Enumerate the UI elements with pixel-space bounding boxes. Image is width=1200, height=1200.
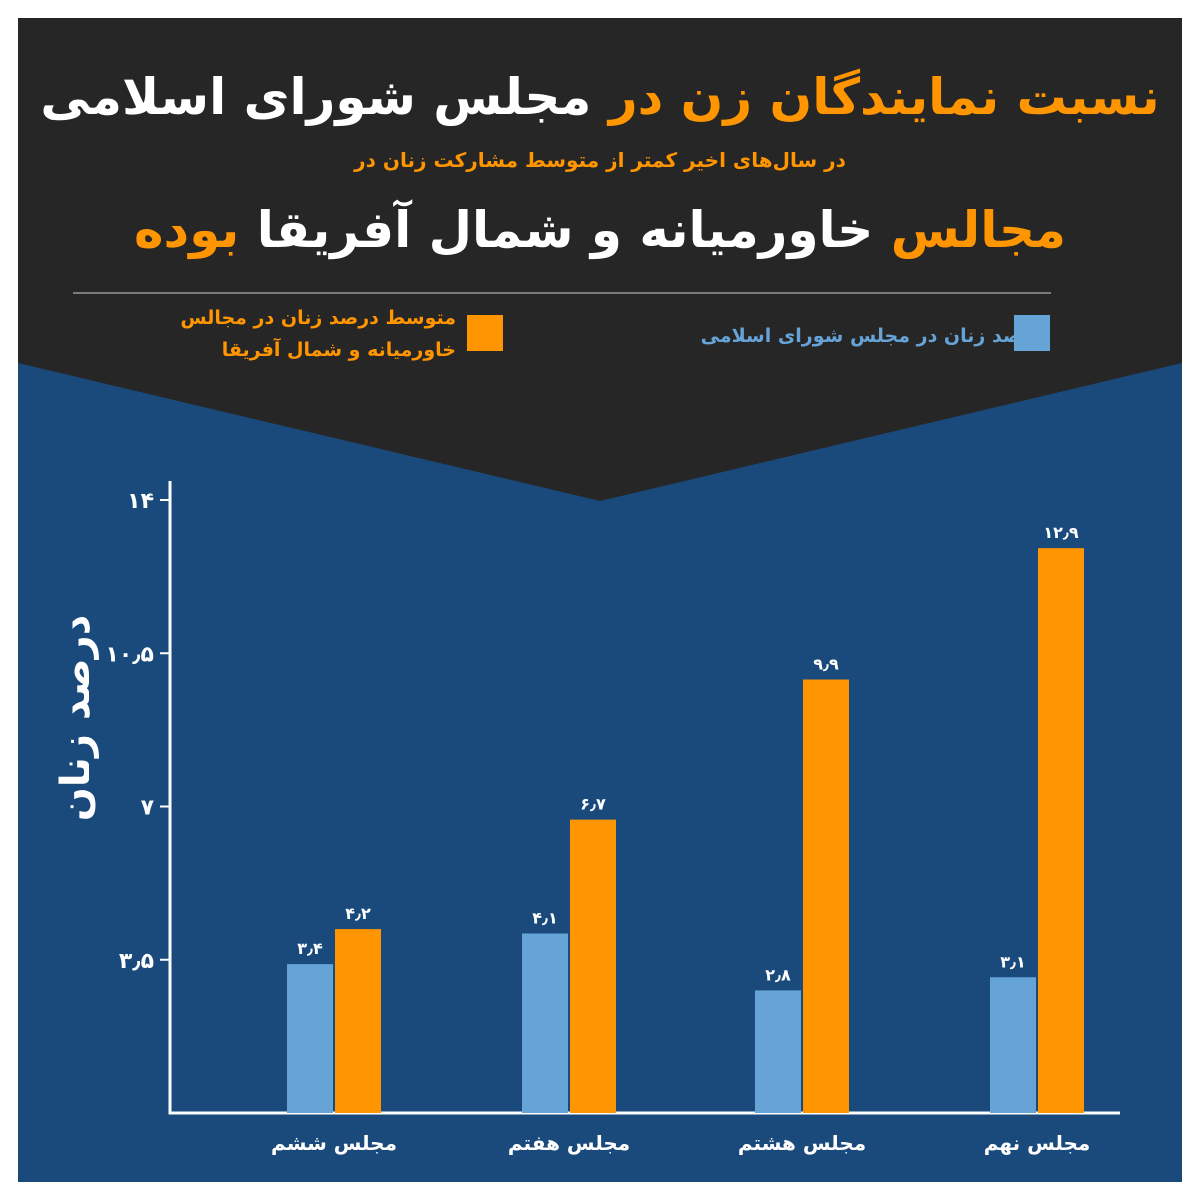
data-label: ۳٫۱ (1000, 952, 1026, 971)
legend-swatch-iran (1014, 315, 1050, 351)
data-label: ۹٫۹ (813, 655, 839, 674)
header-divider (73, 292, 1051, 294)
x-category-label: مجلس ششم (271, 1131, 397, 1155)
bar-iran (990, 977, 1036, 1113)
bar-mena (570, 819, 616, 1113)
data-label: ۲٫۸ (765, 965, 791, 984)
bar-mena (335, 929, 381, 1113)
header-background (18, 18, 1182, 501)
bar-iran (755, 990, 801, 1113)
title-line-1-orange: نسبت نمایندگان زن در (608, 68, 1160, 126)
x-category-label: مجلس هفتم (508, 1131, 630, 1155)
legend-swatch-mena (467, 315, 503, 351)
y-tick-label: ۷ (141, 796, 155, 821)
bar-chart: ۳٫۵ ۷ ۱۰٫۵ ۱۴ ۳٫۴ ۴٫۲ مجلس ششم ۴٫۱ ۶٫۷ مجلس هفتم ۲… (105, 481, 1120, 1155)
title-line-1: نسبت نمایندگان زن در مجلس شورای اسلامی (18, 68, 1182, 126)
title-line-1-white: مجلس شورای اسلامی (40, 68, 592, 126)
title-line-2-orange-start: مجالس (890, 201, 1066, 259)
y-tick-label: ۱۰٫۵ (105, 642, 154, 667)
subtitle: در سال‌های اخیر کمتر از متوسط مشارکت زنا… (354, 148, 846, 172)
x-category-label: مجلس نهم (984, 1131, 1091, 1155)
data-label: ۶٫۷ (580, 795, 606, 814)
infographic-frame: نسبت نمایندگان زن در مجلس شورای اسلامی د… (18, 18, 1182, 1182)
data-label: ۴٫۲ (345, 904, 371, 923)
bar-mena (803, 679, 849, 1113)
bar-iran (287, 964, 333, 1113)
title-line-2: مجالس خاورمیانه و شمال آفریقا بوده (18, 201, 1182, 259)
title-line-2-white: خاورمیانه و شمال آفریقا (256, 201, 874, 259)
background-shape (18, 18, 1182, 501)
data-label: ۳٫۴ (297, 939, 323, 958)
data-label: ۱۲٫۹ (1043, 523, 1079, 542)
data-label: ۴٫۱ (532, 908, 558, 927)
y-tick-label: ۱۴ (127, 489, 154, 514)
y-tick-label: ۳٫۵ (119, 949, 154, 974)
legend-label-iran: درصد زنان در مجلس شورای اسلامی (700, 325, 1042, 347)
x-category-label: مجلس هشتم (738, 1131, 866, 1155)
bar-iran (522, 933, 568, 1113)
bar-mena (1038, 548, 1084, 1113)
title-line-2-orange-end: بوده (134, 201, 240, 259)
legend-label-mena: متوسط درصد زنان در مجالس خاورمیانه و شما… (180, 307, 456, 361)
